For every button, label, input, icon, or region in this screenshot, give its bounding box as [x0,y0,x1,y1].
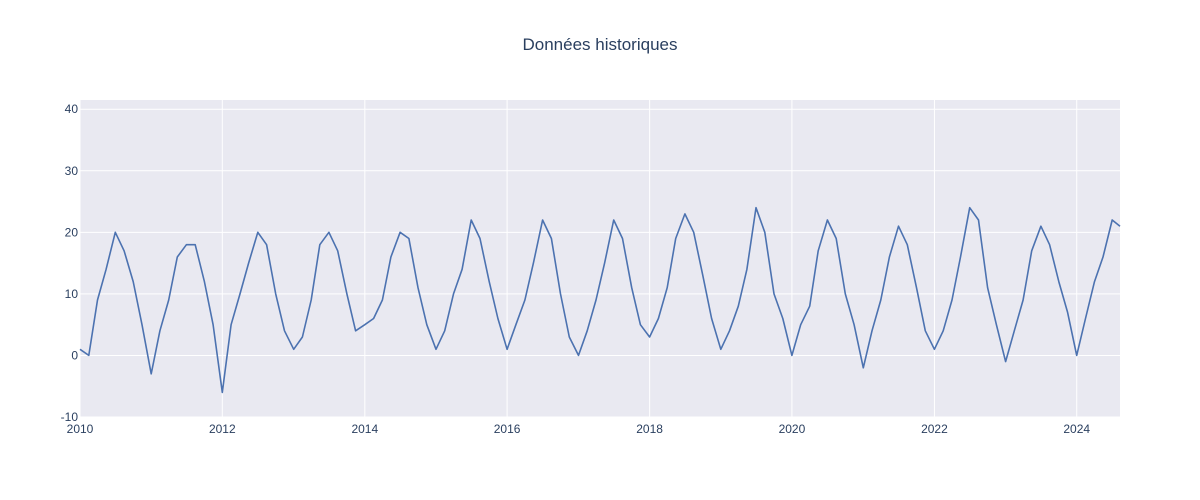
y-tick-label: 20 [65,225,79,239]
x-tick-label: 2014 [351,422,378,436]
x-tick-label: 2016 [494,422,521,436]
x-tick-label: 2010 [67,422,94,436]
y-tick-label: -10 [61,410,79,424]
data-layer [79,206,1121,394]
x-tick-label: 2020 [779,422,806,436]
y-tick-label: 40 [65,102,79,116]
plot-area [80,100,1120,417]
series-line [79,206,1121,394]
x-tick-label: 2018 [636,422,663,436]
x-tick-label: 2022 [921,422,948,436]
grid-lines [79,100,1120,418]
y-tick-label: 10 [65,287,79,301]
x-tick-label: 2024 [1063,422,1090,436]
chart-title: Données historiques [523,35,678,54]
y-tick-label: 0 [71,348,78,362]
tick-labels: -10 0 10 20 30 40 2010 2012 2014 2016 2018 2020 2022… [61,102,1091,436]
x-tick-label: 2012 [209,422,236,436]
y-tick-label: 30 [65,164,79,178]
